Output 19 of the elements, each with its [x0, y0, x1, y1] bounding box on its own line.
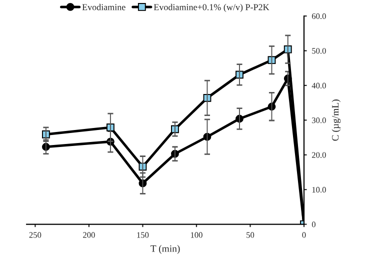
y-tick-label: 50.0 — [312, 48, 326, 54]
legend-label: Evodiamine+0.1% (w/v) P-P2K — [154, 4, 270, 12]
x-axis-title: T (min) — [150, 245, 180, 254]
x-tick-label: 150 — [137, 232, 149, 238]
y-tick-label: 20.0 — [312, 152, 326, 158]
y-tick-label: 0 — [312, 222, 316, 228]
point — [268, 56, 276, 64]
x-tick-label: 250 — [29, 232, 42, 238]
x-tick-label: 100 — [190, 232, 202, 238]
y-tick-label: 30.0 — [312, 118, 326, 124]
x-tick-label: 200 — [83, 232, 95, 238]
legend-label: Evodiamine — [82, 4, 126, 10]
point — [268, 102, 276, 111]
y-tick-label: 60.0 — [312, 13, 326, 20]
x-tick-label: 50 — [246, 232, 254, 238]
y-tick-label: 10.0 — [312, 186, 326, 193]
y-axis-title: C (µg/mL) — [332, 100, 341, 141]
x-tick-label: 0 — [302, 232, 306, 238]
y-tick-label: 40.0 — [312, 82, 326, 88]
